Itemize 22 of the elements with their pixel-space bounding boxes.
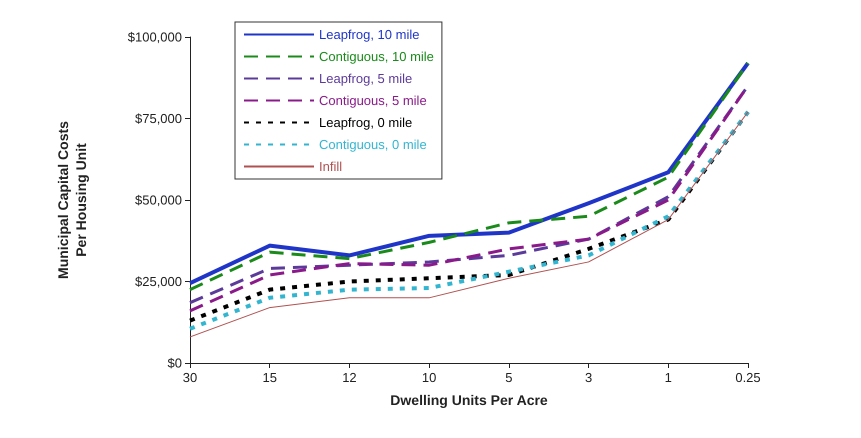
text: Infill [319,159,342,174]
text: Contiguous, 5 mile [319,93,427,108]
text: Leapfrog, 10 mile [319,27,420,42]
y-tick-label: $75,000 [135,111,182,126]
x-tick-label: 12 [342,370,357,385]
x-tick-label: 1 [664,370,672,385]
y-axis-title: Municipal Capital Costs Per Housing Unit [55,120,89,279]
text: Leapfrog, 0 mile [319,115,412,130]
x-tick-label: 15 [262,370,277,385]
x-axis-title: Dwelling Units Per Acre [390,392,548,408]
y-tick-label: $50,000 [135,192,182,208]
text: Contiguous, 10 mile [319,49,434,64]
x-tick-label: 30 [182,370,198,385]
y-tick-label: $25,000 [135,274,182,289]
x-tick-label: 3 [584,370,592,385]
y-tick-label: $100,000 [128,30,182,44]
text: Contiguous, 0 mile [319,137,427,152]
x-tick-label: 10 [422,370,436,385]
text: Leapfrog, 5 mile [319,71,412,86]
y-tick-label: $0 [168,356,182,370]
x-tick-label: 5 [505,370,512,385]
x-tick-label: 0.25 [735,370,761,385]
